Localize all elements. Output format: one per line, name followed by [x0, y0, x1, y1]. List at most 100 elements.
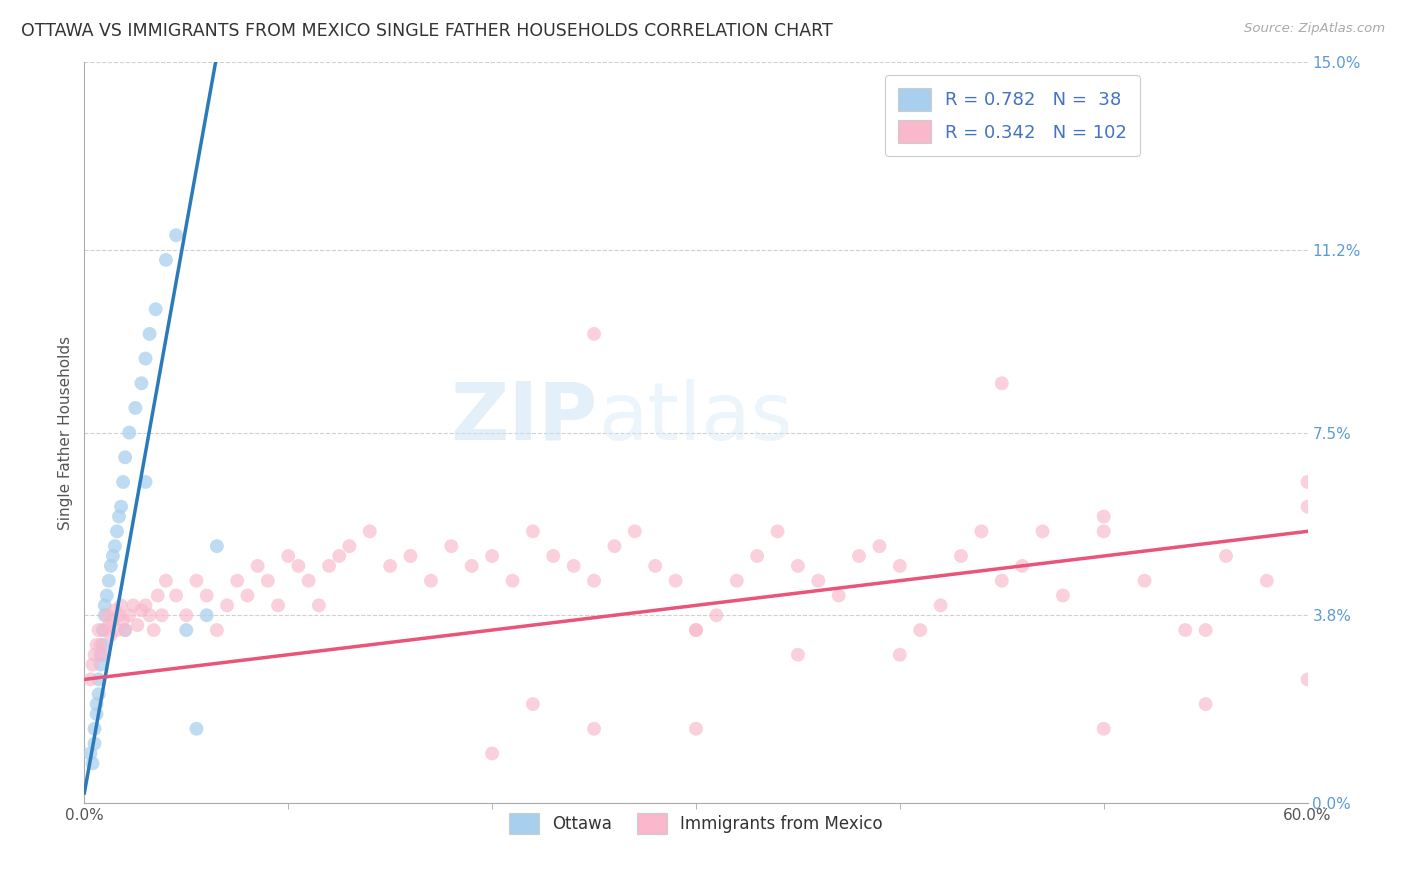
Point — [522, 524, 544, 539]
Point — [79, 673, 101, 687]
Point — [97, 574, 120, 588]
Point — [165, 228, 187, 243]
Text: ZIP: ZIP — [451, 379, 598, 457]
Point — [205, 539, 228, 553]
Point — [105, 524, 128, 539]
Point — [100, 558, 122, 573]
Text: atlas: atlas — [598, 379, 793, 457]
Point — [118, 608, 141, 623]
Point — [91, 638, 114, 652]
Point — [828, 589, 851, 603]
Point — [328, 549, 350, 563]
Point — [114, 623, 136, 637]
Point — [217, 599, 239, 613]
Point — [766, 524, 789, 539]
Point — [787, 648, 810, 662]
Point — [359, 524, 381, 539]
Point — [205, 623, 228, 637]
Point — [910, 623, 932, 637]
Point — [82, 756, 104, 771]
Point — [86, 697, 108, 711]
Point — [1092, 524, 1115, 539]
Point — [142, 623, 165, 637]
Point — [104, 603, 127, 617]
Point — [318, 558, 340, 573]
Point — [929, 599, 952, 613]
Point — [1296, 475, 1319, 489]
Point — [725, 574, 748, 588]
Point — [138, 326, 160, 341]
Point — [685, 623, 707, 637]
Point — [145, 302, 167, 317]
Point — [440, 539, 463, 553]
Point — [665, 574, 688, 588]
Point — [108, 608, 131, 623]
Point — [101, 549, 124, 563]
Point — [461, 558, 484, 573]
Point — [138, 608, 160, 623]
Point — [101, 613, 124, 627]
Point — [380, 558, 402, 573]
Point — [481, 747, 503, 761]
Point — [420, 574, 443, 588]
Point — [83, 737, 105, 751]
Point — [1011, 558, 1033, 573]
Point — [267, 599, 290, 613]
Legend: Ottawa, Immigrants from Mexico: Ottawa, Immigrants from Mexico — [501, 805, 891, 843]
Point — [186, 574, 208, 588]
Point — [522, 697, 544, 711]
Point — [91, 623, 114, 637]
Point — [90, 657, 112, 672]
Point — [96, 608, 118, 623]
Point — [950, 549, 973, 563]
Point — [246, 558, 269, 573]
Point — [339, 539, 361, 553]
Point — [93, 599, 115, 613]
Point — [481, 549, 503, 563]
Point — [562, 558, 585, 573]
Point — [155, 252, 177, 267]
Point — [543, 549, 565, 563]
Point — [93, 608, 115, 623]
Point — [685, 623, 707, 637]
Point — [165, 589, 187, 603]
Point — [807, 574, 830, 588]
Point — [124, 401, 146, 415]
Point — [97, 618, 120, 632]
Point — [583, 574, 606, 588]
Point — [1215, 549, 1237, 563]
Point — [131, 603, 153, 617]
Point — [277, 549, 299, 563]
Point — [706, 608, 728, 623]
Point — [1195, 697, 1218, 711]
Point — [83, 722, 105, 736]
Point — [79, 747, 101, 761]
Y-axis label: Single Father Households: Single Father Households — [58, 335, 73, 530]
Point — [970, 524, 993, 539]
Point — [146, 589, 169, 603]
Point — [287, 558, 309, 573]
Point — [747, 549, 769, 563]
Point — [991, 574, 1014, 588]
Point — [186, 722, 208, 736]
Point — [96, 589, 118, 603]
Point — [87, 673, 110, 687]
Point — [131, 376, 153, 391]
Point — [1296, 500, 1319, 514]
Point — [105, 623, 128, 637]
Point — [195, 608, 218, 623]
Text: OTTAWA VS IMMIGRANTS FROM MEXICO SINGLE FATHER HOUSEHOLDS CORRELATION CHART: OTTAWA VS IMMIGRANTS FROM MEXICO SINGLE … — [21, 22, 832, 40]
Point — [991, 376, 1014, 391]
Point — [195, 589, 218, 603]
Point — [848, 549, 870, 563]
Point — [174, 623, 197, 637]
Point — [93, 623, 115, 637]
Point — [91, 648, 114, 662]
Point — [1032, 524, 1054, 539]
Point — [135, 599, 157, 613]
Point — [889, 558, 911, 573]
Point — [257, 574, 280, 588]
Point — [108, 509, 131, 524]
Point — [100, 628, 122, 642]
Point — [114, 450, 136, 465]
